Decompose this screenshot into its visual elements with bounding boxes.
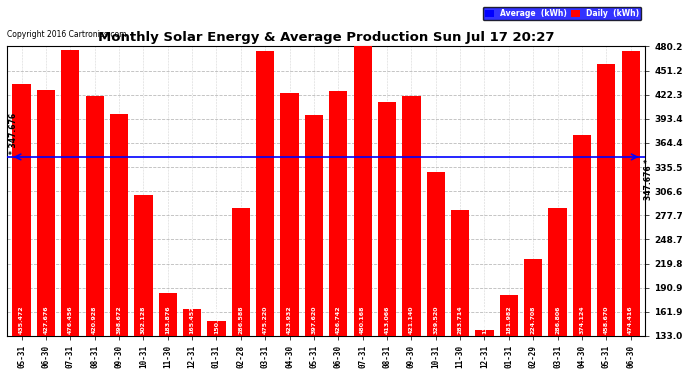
Bar [159,294,177,375]
Bar [135,195,152,375]
Bar [402,96,420,375]
Bar [500,295,518,375]
Text: * 347.676: * 347.676 [10,112,19,154]
Bar [451,210,469,375]
Text: 458.670: 458.670 [604,306,609,334]
Text: 286.806: 286.806 [555,306,560,334]
Text: 165.452: 165.452 [190,306,195,334]
Text: 397.620: 397.620 [311,306,317,334]
Text: Copyright 2016 Cartronics.com: Copyright 2016 Cartronics.com [7,30,126,39]
Text: 476.456: 476.456 [68,306,72,334]
Text: 427.676: 427.676 [43,306,48,334]
Bar [475,330,493,375]
Bar [61,50,79,375]
Bar [622,51,640,375]
Text: 183.876: 183.876 [165,306,170,334]
Bar [524,260,542,375]
Text: 150.692: 150.692 [214,306,219,334]
Text: 474.416: 474.416 [628,306,633,334]
Text: 139.816: 139.816 [482,306,487,334]
Text: 286.588: 286.588 [238,306,244,334]
Text: 420.928: 420.928 [92,306,97,334]
Bar [256,51,275,375]
Bar [378,102,396,375]
Text: 329.520: 329.520 [433,306,438,334]
Text: 480.168: 480.168 [360,306,365,334]
Text: 347.676 *: 347.676 * [644,159,653,200]
Text: 421.140: 421.140 [409,306,414,334]
Bar [37,90,55,375]
Text: 181.982: 181.982 [506,306,511,334]
Text: 398.672: 398.672 [117,306,121,334]
Bar [305,115,323,375]
Text: 283.714: 283.714 [457,306,462,334]
Bar [232,208,250,375]
Legend: Average  (kWh), Daily  (kWh): Average (kWh), Daily (kWh) [482,7,642,20]
Text: 413.066: 413.066 [384,306,390,334]
Bar [597,64,615,375]
Text: 426.742: 426.742 [336,306,341,334]
Bar [110,114,128,375]
Text: 423.932: 423.932 [287,306,292,334]
Bar [573,135,591,375]
Bar [207,321,226,375]
Bar [280,93,299,375]
Text: 224.708: 224.708 [531,306,535,334]
Bar [86,96,104,375]
Text: 435.472: 435.472 [19,306,24,334]
Bar [426,172,445,375]
Text: 302.128: 302.128 [141,306,146,334]
Bar [353,46,372,375]
Bar [12,84,30,375]
Title: Monthly Solar Energy & Average Production Sun Jul 17 20:27: Monthly Solar Energy & Average Productio… [98,31,554,44]
Text: 374.124: 374.124 [580,306,584,334]
Bar [183,309,201,375]
Bar [329,91,348,375]
Text: 475.220: 475.220 [263,306,268,334]
Bar [549,208,566,375]
